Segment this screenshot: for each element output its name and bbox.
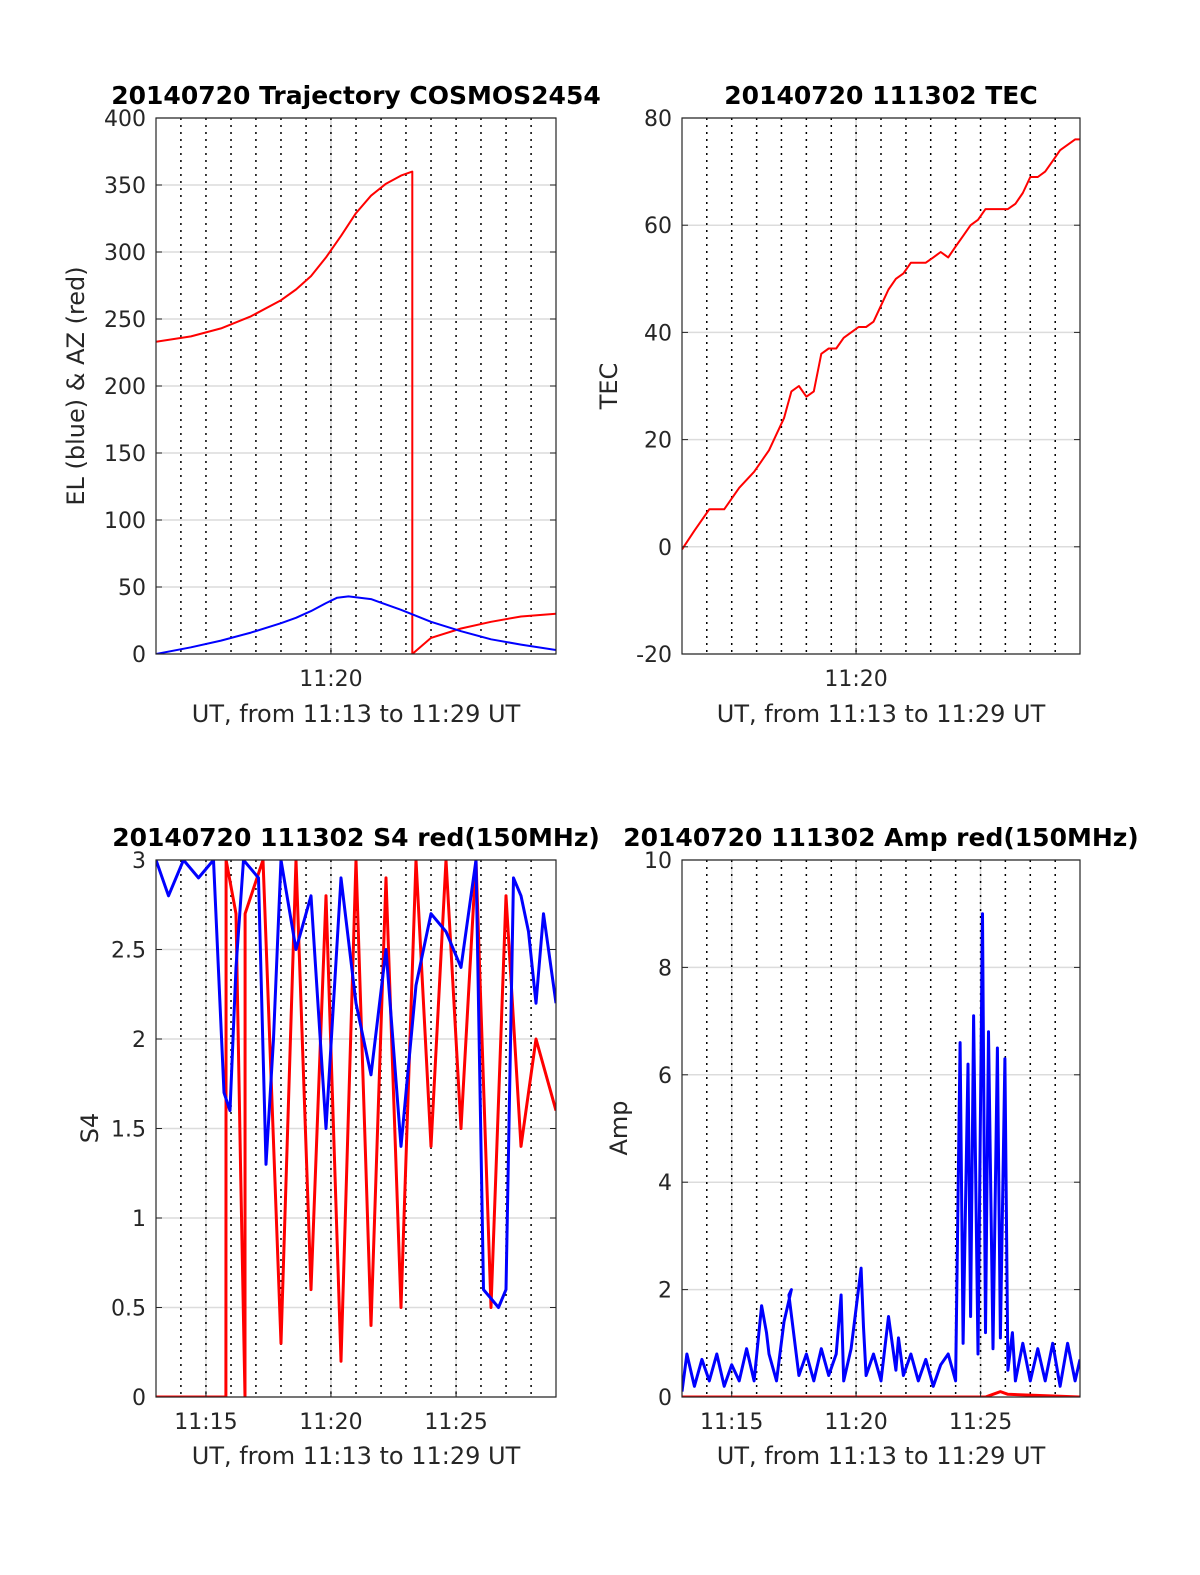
y-tick-label: 200 xyxy=(104,375,146,400)
x-tick-label: 11:20 xyxy=(824,1410,887,1435)
x-tick-label: 11:15 xyxy=(700,1410,763,1435)
y-tick-label: 2 xyxy=(132,1028,146,1053)
x-tick-label: 11:20 xyxy=(299,1410,362,1435)
y-tick-label: 8 xyxy=(658,956,672,981)
tec-ylabel: TEC xyxy=(595,363,623,411)
x-tick-label: 11:25 xyxy=(424,1410,487,1435)
y-tick-label: 3 xyxy=(132,849,146,874)
y-tick-label: 50 xyxy=(118,576,146,601)
y-tick-label: 150 xyxy=(104,442,146,467)
s4-title: 20140720 111302 S4 red(150MHz) xyxy=(112,823,600,852)
y-tick-label: -20 xyxy=(636,643,672,668)
y-tick-label: 2 xyxy=(658,1279,672,1304)
y-tick-label: 6 xyxy=(658,1064,672,1089)
tec-title: 20140720 111302 TEC xyxy=(724,81,1037,110)
trajectory-title: 20140720 Trajectory COSMOS2454 xyxy=(111,81,601,110)
y-tick-label: 0 xyxy=(132,643,146,668)
x-tick-label: 11:20 xyxy=(824,667,887,692)
y-tick-label: 2.5 xyxy=(111,939,146,964)
y-tick-label: 250 xyxy=(104,308,146,333)
x-tick-label: 11:25 xyxy=(949,1410,1012,1435)
s4-series-0 xyxy=(156,860,556,1397)
s4-ylabel: S4 xyxy=(76,1113,104,1144)
x-tick-label: 11:20 xyxy=(299,667,362,692)
y-tick-label: 40 xyxy=(644,321,672,346)
amp-xlabel: UT, from 11:13 to 11:29 UT xyxy=(717,1442,1046,1470)
y-tick-label: 20 xyxy=(644,429,672,454)
y-tick-label: 0.5 xyxy=(111,1297,146,1322)
trajectory-xlabel: UT, from 11:13 to 11:29 UT xyxy=(192,700,521,728)
s4-panel: 20140720 111302 S4 red(150MHz) 0 0.5 1 1.5 2… xyxy=(76,823,600,1470)
y-tick-label: 1 xyxy=(132,1207,146,1232)
amp-series-1 xyxy=(682,912,1080,1392)
y-tick-label: 300 xyxy=(104,241,146,266)
tec-panel: 20140720 111302 TEC -20 0 20 40 60 80 11:20 UT… xyxy=(595,81,1081,728)
y-tick-label: 80 xyxy=(644,107,672,132)
s4-xlabel: UT, from 11:13 to 11:29 UT xyxy=(192,1442,521,1470)
y-tick-label: 60 xyxy=(644,214,672,239)
x-tick-label: 11:15 xyxy=(174,1410,237,1435)
amp-axes-box xyxy=(681,859,1081,1398)
trajectory-ylabel: EL (blue) & AZ (red) xyxy=(62,266,90,505)
y-tick-label: 4 xyxy=(658,1171,672,1196)
amp-series-0 xyxy=(682,1390,1080,1397)
tec-axes-box xyxy=(681,117,1081,655)
s4-series-1 xyxy=(156,860,556,1309)
y-tick-label: 400 xyxy=(104,107,146,132)
y-tick-label: 0 xyxy=(132,1386,146,1411)
tec-xlabel: UT, from 11:13 to 11:29 UT xyxy=(717,700,1046,728)
y-tick-label: 350 xyxy=(104,174,146,199)
y-tick-label: 0 xyxy=(658,1386,672,1411)
y-tick-label: 1.5 xyxy=(111,1118,146,1143)
traj-series-1 xyxy=(156,595,556,654)
y-tick-label: 100 xyxy=(104,509,146,534)
y-tick-label: 0 xyxy=(658,536,672,561)
amp-title: 20140720 111302 Amp red(150MHz) xyxy=(623,823,1139,852)
trajectory-panel: 20140720 Trajectory COSMOS2454 0 50 100 150… xyxy=(62,81,601,728)
tec-series-0 xyxy=(682,138,1080,551)
amp-ylabel: Amp xyxy=(605,1100,633,1155)
y-tick-label: 10 xyxy=(644,849,672,874)
amp-panel: 20140720 111302 Amp red(150MHz) 0 2 4 6 8 10 1… xyxy=(605,823,1139,1470)
